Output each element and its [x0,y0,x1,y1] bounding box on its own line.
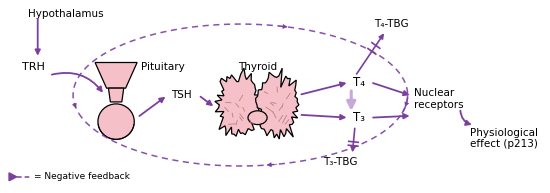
Text: T₄: T₄ [353,76,365,89]
Ellipse shape [98,104,134,139]
Polygon shape [215,68,264,136]
Text: Pituitary: Pituitary [141,63,185,73]
Text: TSH: TSH [172,90,192,100]
Text: T₃: T₃ [353,111,365,124]
Text: T₃-TBG: T₃-TBG [323,157,358,167]
Ellipse shape [248,111,267,125]
Text: Nuclear
receptors: Nuclear receptors [414,88,464,110]
Text: Hypothalamus: Hypothalamus [28,9,104,19]
Polygon shape [256,68,299,139]
Text: Physiological
effect (p213): Physiological effect (p213) [470,128,538,149]
Polygon shape [108,88,124,102]
Text: TRH: TRH [23,63,45,73]
Polygon shape [95,63,137,88]
Text: = Negative feedback: = Negative feedback [34,172,130,181]
Polygon shape [9,173,16,181]
Text: T₄-TBG: T₄-TBG [374,19,409,29]
Text: Thyroid: Thyroid [238,63,277,73]
